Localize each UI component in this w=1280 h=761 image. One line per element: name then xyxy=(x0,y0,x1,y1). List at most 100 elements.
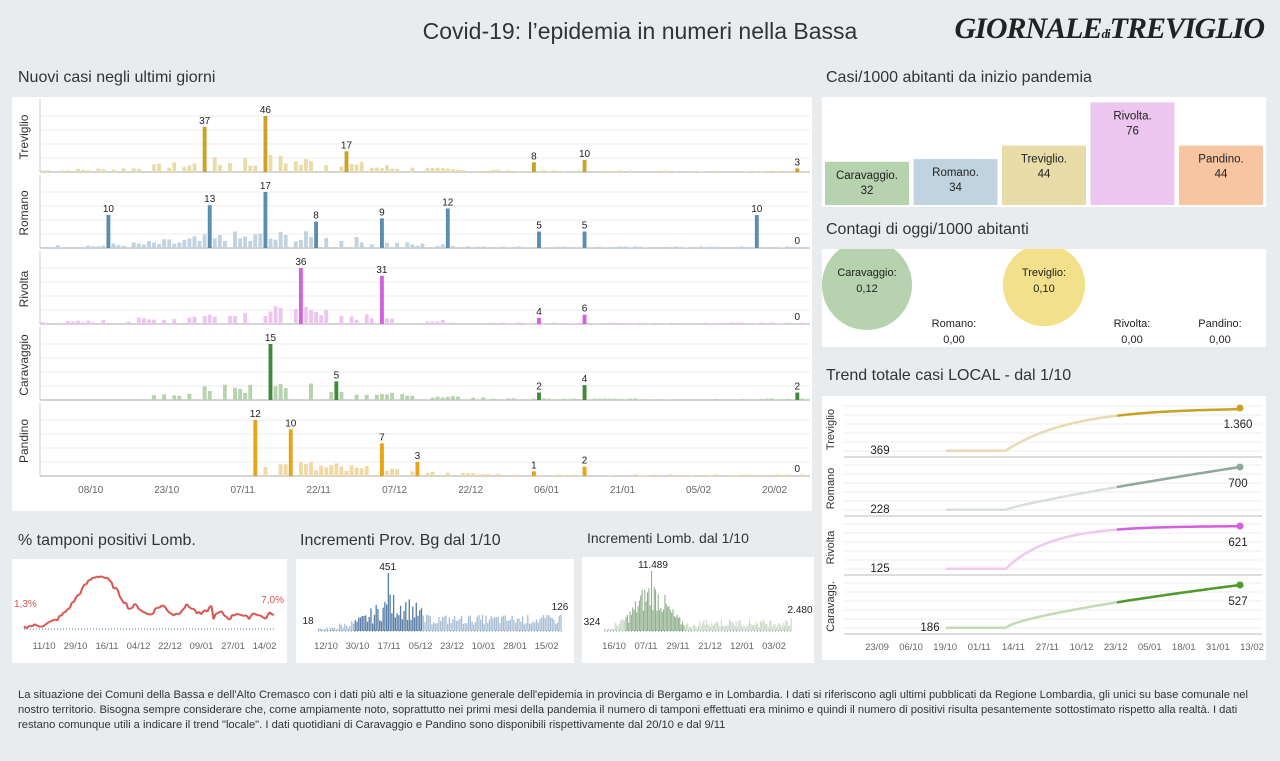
trend-end-label: 700 xyxy=(1228,478,1247,490)
bg-bar xyxy=(333,628,336,631)
bg-bar xyxy=(319,628,322,631)
bar xyxy=(243,158,248,172)
x-tick-label: 16/10 xyxy=(602,641,626,652)
positivity-line xyxy=(73,596,78,603)
bar xyxy=(430,397,435,400)
bar xyxy=(618,246,622,248)
bar xyxy=(572,247,577,248)
bar xyxy=(729,475,734,476)
bg-bar xyxy=(326,627,329,631)
bar xyxy=(714,246,719,248)
lomb-bar xyxy=(740,625,743,631)
bar xyxy=(380,393,384,400)
positivity-line xyxy=(181,607,186,611)
bar xyxy=(243,236,248,248)
lomb-bar xyxy=(672,609,674,631)
bar xyxy=(476,170,481,172)
x-tick-label: 03/02 xyxy=(762,641,786,652)
today-value: 0,00 xyxy=(943,334,964,346)
data-label: 31 xyxy=(376,265,388,276)
bar xyxy=(101,320,106,324)
bar xyxy=(233,387,237,400)
bar xyxy=(91,322,96,324)
lomb-bar xyxy=(724,625,726,631)
positivity-line xyxy=(179,609,184,614)
positivity-line xyxy=(254,613,258,617)
positivity-line xyxy=(233,613,238,617)
x-tick-label: 05/02 xyxy=(686,485,711,496)
data-label: 36 xyxy=(295,257,307,268)
bar xyxy=(293,309,298,324)
positivity-line xyxy=(162,604,167,609)
x-tick-label: 07/12 xyxy=(382,485,407,496)
lomb-bar xyxy=(754,624,756,631)
lomb-bar xyxy=(660,608,662,631)
positivity-line xyxy=(236,612,239,616)
positivity-line xyxy=(23,625,27,630)
lomb-bar xyxy=(673,616,675,631)
lomb-bar xyxy=(761,621,763,631)
bar xyxy=(450,396,455,400)
bar xyxy=(516,171,521,172)
lomb-bar xyxy=(722,626,724,631)
lomb-bar xyxy=(614,622,616,631)
lomb-end-label: 2.480 xyxy=(787,605,812,616)
positivity-line xyxy=(269,611,273,616)
bg-bar xyxy=(401,619,403,631)
lomb-bar xyxy=(730,621,732,631)
bg-bar xyxy=(361,616,363,631)
bg-bar xyxy=(431,624,433,631)
bar xyxy=(663,399,668,400)
positivity-line xyxy=(173,612,177,617)
bar xyxy=(537,474,541,476)
bg-bar xyxy=(410,619,412,631)
row-label: Pandino xyxy=(17,419,31,463)
per1000-value: 44 xyxy=(1038,169,1051,181)
bar xyxy=(572,170,577,172)
trend-endpoint xyxy=(1236,463,1244,471)
bar xyxy=(192,163,197,172)
bar xyxy=(152,319,156,324)
bar xyxy=(628,398,633,400)
x-tick-label: 10/12 xyxy=(1070,642,1094,653)
bar xyxy=(187,238,192,248)
lomb-bar xyxy=(726,625,728,631)
bar xyxy=(228,315,232,324)
bar xyxy=(653,171,658,172)
bar xyxy=(699,475,704,476)
bar xyxy=(592,323,597,324)
bar xyxy=(81,322,85,324)
lomb-bar xyxy=(734,625,736,631)
bar xyxy=(304,307,308,324)
bg-bar xyxy=(555,623,557,631)
bar xyxy=(410,395,415,400)
bar xyxy=(618,399,622,400)
lomb-bar xyxy=(640,595,642,631)
positivity-line xyxy=(118,596,123,601)
positivity-line xyxy=(108,579,113,583)
bar xyxy=(699,399,704,400)
data-label: 15 xyxy=(265,333,277,344)
lomb-bar xyxy=(786,621,788,631)
lomb-bar xyxy=(758,627,760,631)
bar xyxy=(714,474,719,476)
x-tick-label: 29/11 xyxy=(666,641,689,652)
lomb-bar xyxy=(720,620,722,631)
positivity-line xyxy=(46,621,50,625)
bar xyxy=(248,240,253,248)
bar xyxy=(293,161,298,172)
bar xyxy=(152,242,156,248)
bar xyxy=(496,473,501,476)
bar xyxy=(557,246,562,248)
bar xyxy=(390,468,395,476)
bar xyxy=(136,317,141,324)
bar xyxy=(638,475,643,476)
lomb-bar xyxy=(723,625,725,631)
bar xyxy=(775,399,780,400)
bar xyxy=(562,398,567,400)
lomb-bar xyxy=(719,626,721,631)
positivity-line xyxy=(48,620,52,624)
bar xyxy=(673,246,678,248)
lomb-bar xyxy=(679,617,681,631)
bar xyxy=(405,242,410,248)
